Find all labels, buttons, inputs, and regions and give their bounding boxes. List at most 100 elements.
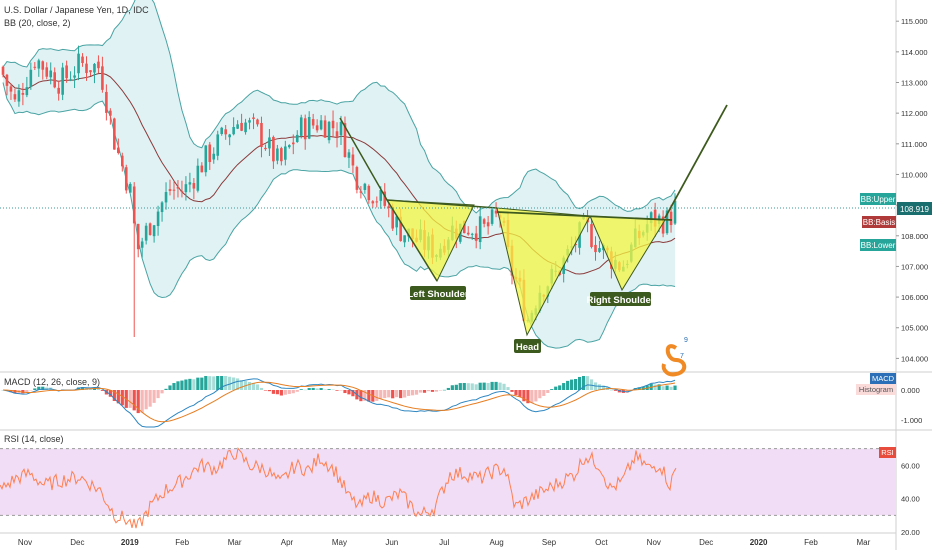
macd-histogram-bar (228, 376, 232, 390)
macd-histogram-bar (498, 382, 502, 390)
candle-body (5, 74, 9, 86)
current-price-badge[interactable]: 108.919 (897, 202, 932, 215)
candle-body (474, 233, 478, 241)
bb-indicator-legend[interactable]: BB (20, close, 2) (4, 18, 71, 28)
macd-histogram-bar (506, 387, 510, 390)
rsi-indicator-legend[interactable]: RSI (14, close) (4, 434, 64, 444)
candle-body (180, 191, 184, 193)
macd-histogram-bar (665, 385, 669, 390)
candle-body (93, 63, 96, 73)
macd-badge[interactable]: MACD (870, 373, 896, 384)
candle-body (1, 66, 5, 75)
rsi-pane: 60.00 40.00 20.00 (0, 447, 920, 537)
macd-histogram-bar (609, 389, 613, 391)
price-tick-label: 110.000 (901, 170, 928, 179)
macd-histogram-bar (653, 384, 657, 390)
macd-histogram-bar (239, 380, 244, 390)
macd-histogram-bar (164, 388, 168, 390)
candle-body (25, 87, 29, 96)
candle-body (144, 225, 148, 241)
candle-body (363, 183, 367, 190)
time-tick-label: Oct (595, 538, 608, 547)
macd-histogram-bar (613, 390, 617, 391)
candle-body (200, 165, 204, 173)
macd-histogram-bar (263, 390, 268, 391)
candle-body (661, 216, 665, 234)
candle-body (160, 202, 164, 213)
macd-histogram-bar (399, 390, 403, 399)
macd-histogram-bar (33, 388, 37, 390)
candle-body (61, 67, 64, 95)
candle-body (216, 134, 220, 156)
macd-histogram-bar (251, 382, 256, 390)
macd-histogram-bar (80, 387, 85, 390)
candle-body (124, 167, 128, 191)
time-tick-label: Dec (699, 538, 713, 547)
candle-body (264, 147, 267, 150)
time-tick-label: Nov (18, 538, 32, 547)
candle-body (232, 127, 235, 135)
macd-histogram-bar (259, 387, 264, 390)
rsi-tick-label: 60.00 (901, 461, 920, 470)
time-tick-label: Mar (228, 538, 242, 547)
candle-body (188, 182, 192, 185)
macd-histogram-bar (514, 390, 518, 396)
annotation-head: Head (514, 339, 541, 353)
macd-histogram-bar (331, 389, 335, 391)
rsi-badge[interactable]: RSI (879, 447, 896, 458)
bb-lower-badge[interactable]: BB:Lower (860, 239, 896, 251)
head-triangle (496, 207, 591, 337)
bb-basis-badge[interactable]: BB:Basis (862, 216, 896, 228)
candle-body (387, 206, 391, 209)
macd-histogram-bar (315, 388, 319, 390)
macd-histogram-bar (156, 390, 160, 399)
macd-histogram-bar (339, 390, 343, 391)
time-tick-label: 2020 (750, 538, 768, 547)
macd-histogram-bar (255, 384, 260, 390)
candle-body (371, 201, 375, 204)
macd-histogram-bar (494, 381, 498, 390)
macd-histogram-bar (570, 379, 574, 390)
candle-body (260, 122, 263, 147)
candle-body (172, 189, 176, 191)
macd-histogram-bar (335, 390, 339, 391)
macd-histogram-bar (510, 390, 514, 392)
macd-histogram-bar (347, 390, 351, 395)
macd-histogram-bar (470, 383, 474, 390)
price-tick-label: 104.000 (901, 354, 928, 363)
candle-body (17, 90, 21, 102)
macd-histogram-bar (534, 390, 538, 402)
macd-histogram-bar (247, 381, 252, 390)
macd-histogram-bar (422, 390, 427, 393)
macd-histogram-bar (430, 390, 435, 392)
candle-body (224, 129, 227, 135)
price-tick-label: 114.000 (901, 48, 928, 57)
macd-badge-text: MACD (872, 374, 895, 383)
price-tick-label: 108.000 (901, 232, 928, 241)
time-tick-label: May (332, 538, 347, 547)
macd-histogram-bar (566, 380, 570, 390)
candle-body (236, 124, 239, 129)
macd-histogram-bar (581, 376, 586, 390)
macd-histogram-bar (299, 389, 303, 390)
price-tick-label: 115.000 (901, 17, 928, 26)
bb-upper-badge[interactable]: BB:Upper (860, 193, 896, 205)
candle-body (132, 186, 136, 224)
candle-body (291, 142, 295, 145)
rsi-tick-label: 40.00 (901, 495, 920, 504)
candle-body (9, 86, 13, 92)
macd-histogram-bar (192, 379, 196, 390)
macd-histogram-bar (434, 390, 439, 392)
time-tick-label: Dec (70, 538, 84, 547)
macd-histogram-bar (462, 382, 466, 390)
macd-histogram-bar (311, 387, 315, 390)
candle-body (343, 123, 347, 158)
histogram-badge[interactable]: Histogram (856, 384, 896, 395)
candle-body (673, 200, 677, 224)
macd-histogram-bar (669, 386, 673, 390)
candle-body (252, 117, 255, 119)
candle-body (164, 192, 168, 203)
candle-body (49, 70, 53, 78)
macd-indicator-legend[interactable]: MACD (12, 26, close, 9) (4, 377, 100, 387)
candle-body (73, 75, 76, 78)
